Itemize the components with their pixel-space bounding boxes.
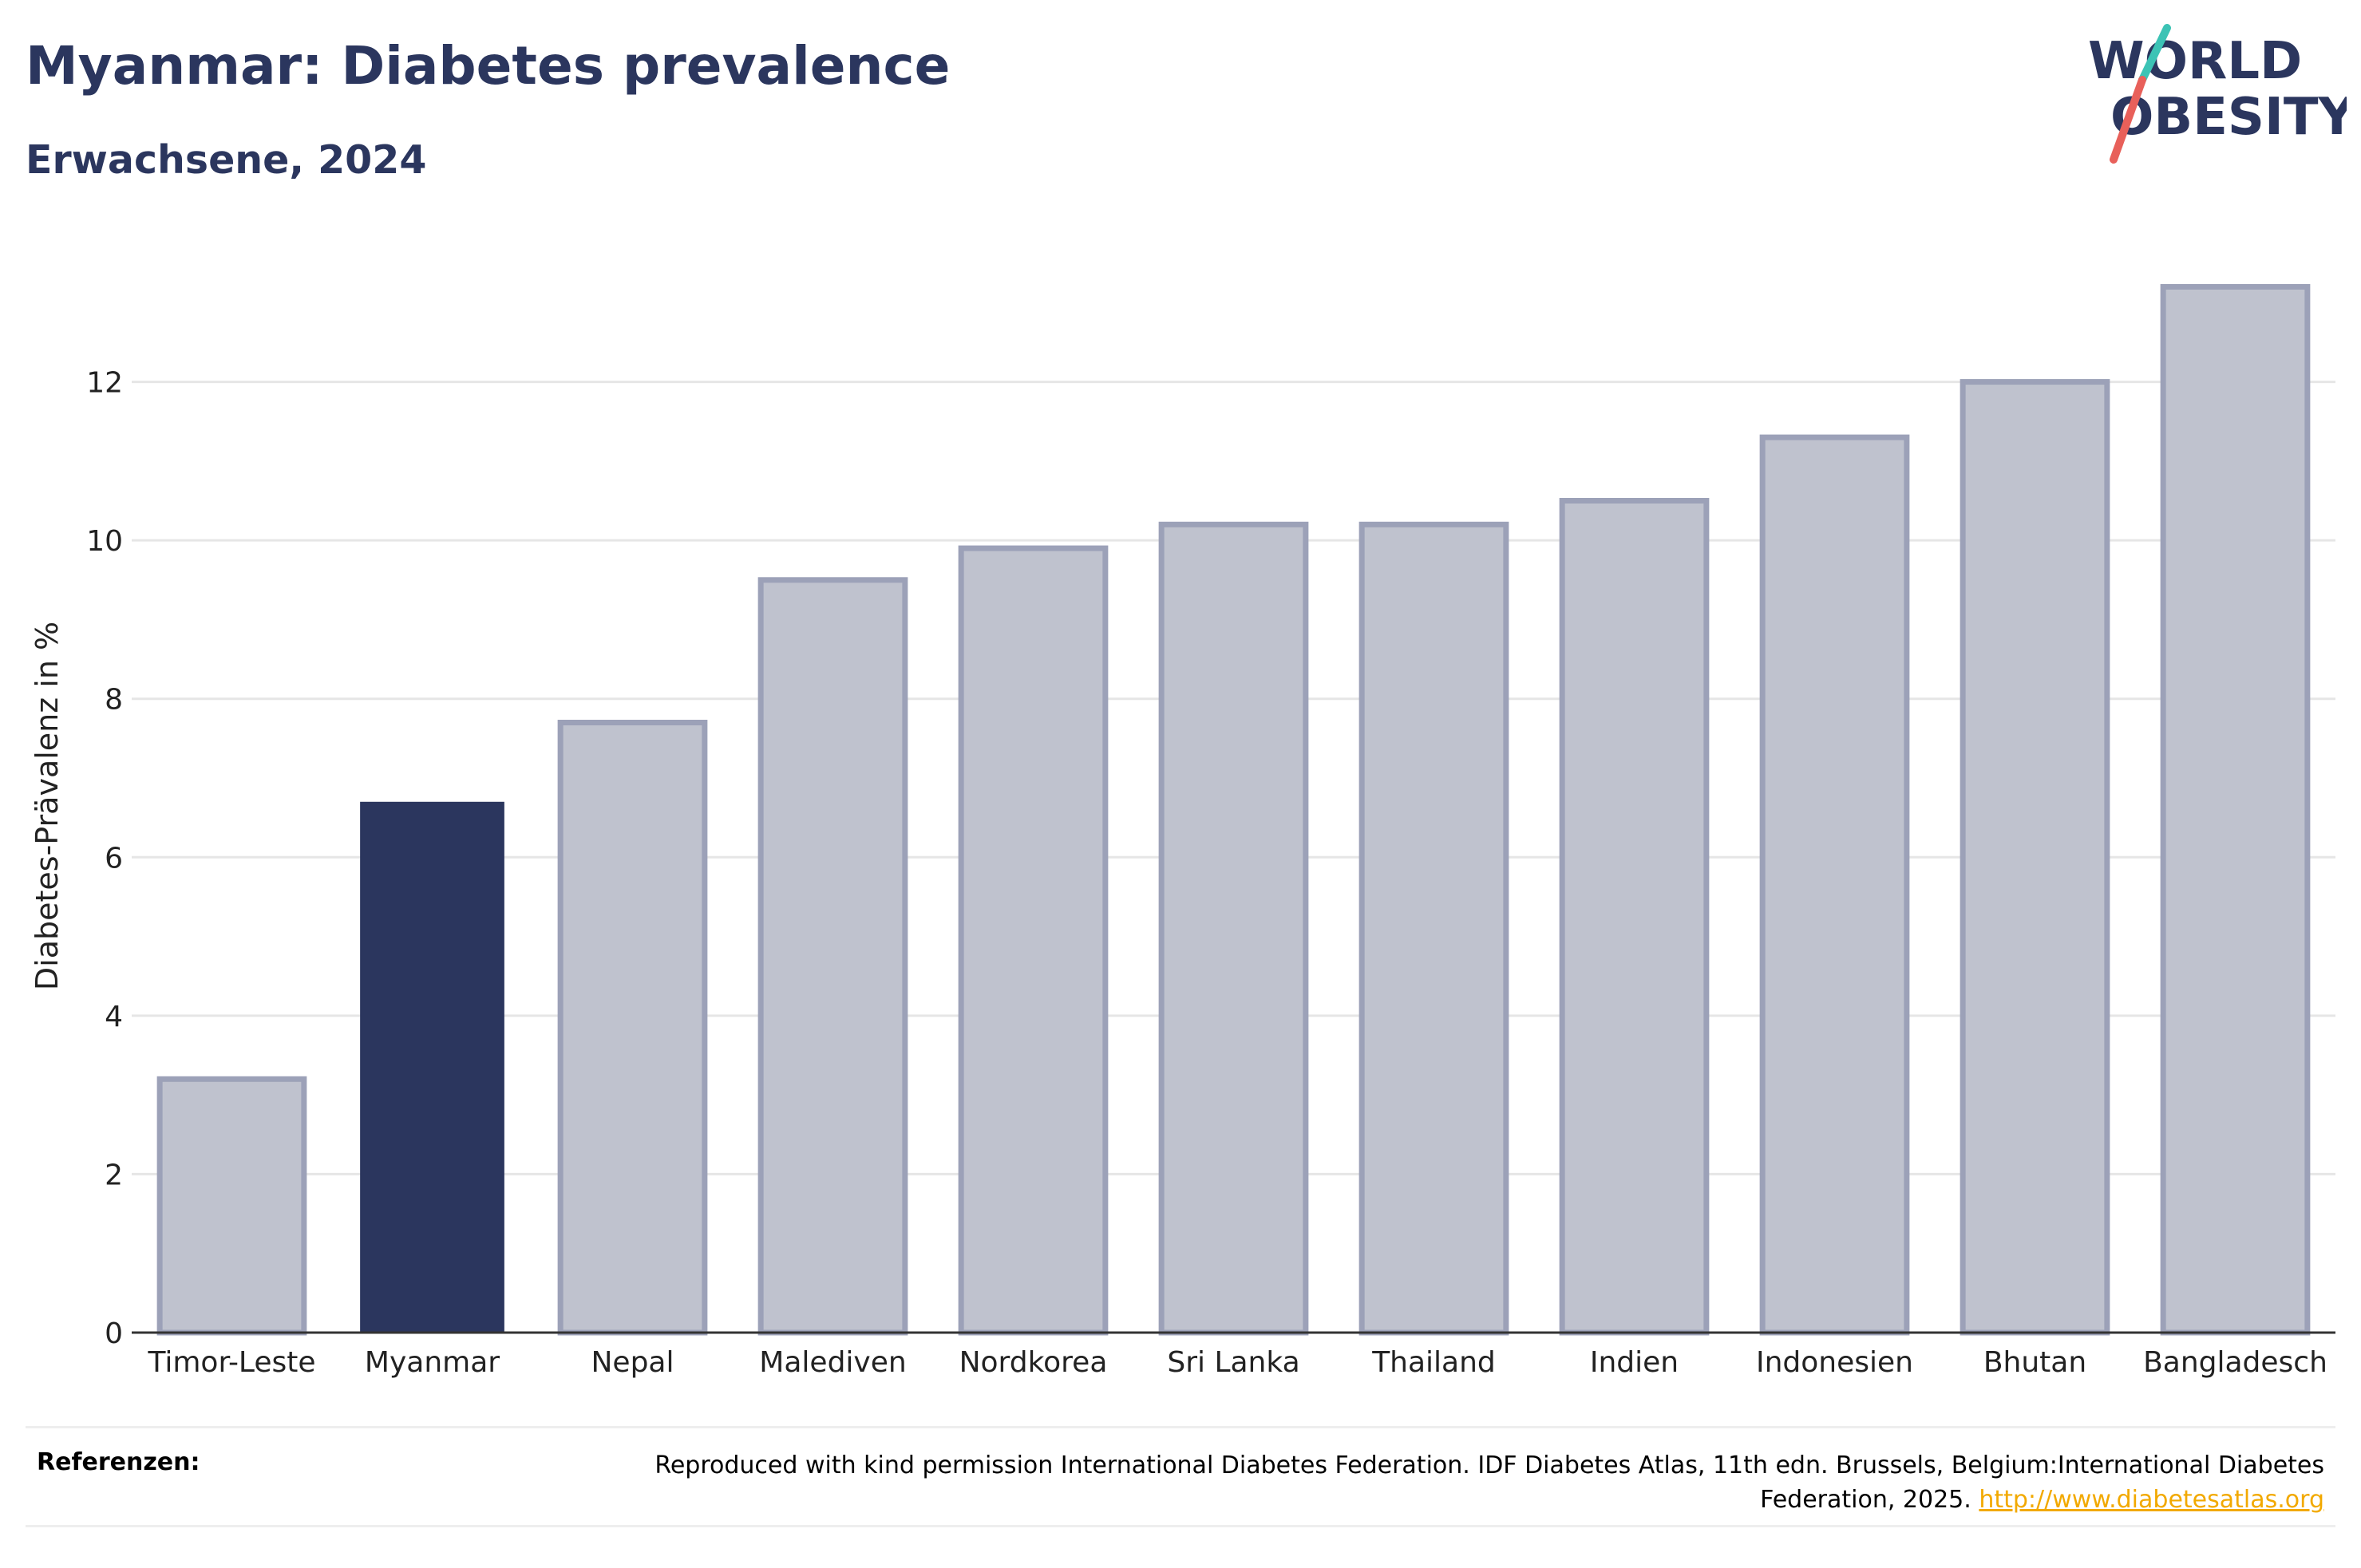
logo-slash-top xyxy=(2138,24,2171,84)
references-link[interactable]: http://www.diabetesatlas.org xyxy=(1979,1486,2324,1514)
x-tick-label: Bangladesch xyxy=(2143,1346,2327,1379)
logo-word-world: WORLD xyxy=(2088,32,2302,91)
x-tick-label: Sri Lanka xyxy=(1167,1346,1299,1379)
world-obesity-logo: WORLD OBESITY xyxy=(2088,24,2347,164)
y-tick-label: 10 xyxy=(86,525,123,558)
bar xyxy=(958,545,1109,1336)
x-tick-label: Nepal xyxy=(591,1346,674,1379)
bar xyxy=(757,577,908,1336)
y-tick-label: 12 xyxy=(86,367,123,400)
x-tick-label: Indonesien xyxy=(1756,1346,1913,1379)
x-tick-label: Malediven xyxy=(759,1346,906,1379)
bar xyxy=(1759,434,1910,1336)
references-bottom-divider xyxy=(26,1525,2335,1527)
bar xyxy=(156,1076,307,1336)
x-tick-label: Indien xyxy=(1590,1346,1679,1379)
y-tick-label: 6 xyxy=(105,842,123,875)
x-tick-label: Timor-Leste xyxy=(147,1346,315,1379)
y-tick-label: 4 xyxy=(105,1001,123,1033)
bar xyxy=(2160,283,2311,1336)
y-tick-label: 8 xyxy=(105,684,123,717)
references-top-divider xyxy=(26,1426,2335,1428)
x-tick-label: Myanmar xyxy=(365,1346,500,1379)
y-axis-label: Diabetes-Prävalenz in % xyxy=(30,622,65,990)
axes: 0 2 4 6 8 10 12 Timor-Leste Myanmar Nepal Maledive… xyxy=(86,367,2335,1379)
bars xyxy=(156,283,2311,1336)
y-tick-label: 0 xyxy=(105,1317,123,1350)
chart-title: Myanmar: Diabetes prevalence xyxy=(26,35,951,97)
bar xyxy=(1960,379,2110,1336)
bar-highlight xyxy=(360,801,504,1333)
bar-chart: 0 2 4 6 8 10 12 Timor-Leste Myanmar Nepal Maledive… xyxy=(30,283,2335,1379)
references-text: Reproduced with kind permission Internat… xyxy=(648,1448,2324,1517)
bar xyxy=(1158,521,1309,1336)
y-tick-label: 2 xyxy=(105,1159,123,1191)
bar xyxy=(557,720,708,1336)
chart-subtitle: Erwachsene, 2024 xyxy=(26,137,427,183)
logo-slash-bottom xyxy=(2110,76,2146,164)
references-citation: Reproduced with kind permission Internat… xyxy=(655,1451,2324,1514)
logo-word-obesity: OBESITY xyxy=(2110,88,2347,147)
x-tick-label: Nordkorea xyxy=(959,1346,1108,1379)
bar xyxy=(1559,498,1710,1336)
x-tick-label: Thailand xyxy=(1371,1346,1496,1379)
bar xyxy=(1358,521,1509,1336)
references-label: Referenzen: xyxy=(37,1448,200,1476)
x-tick-label: Bhutan xyxy=(1983,1346,2086,1379)
